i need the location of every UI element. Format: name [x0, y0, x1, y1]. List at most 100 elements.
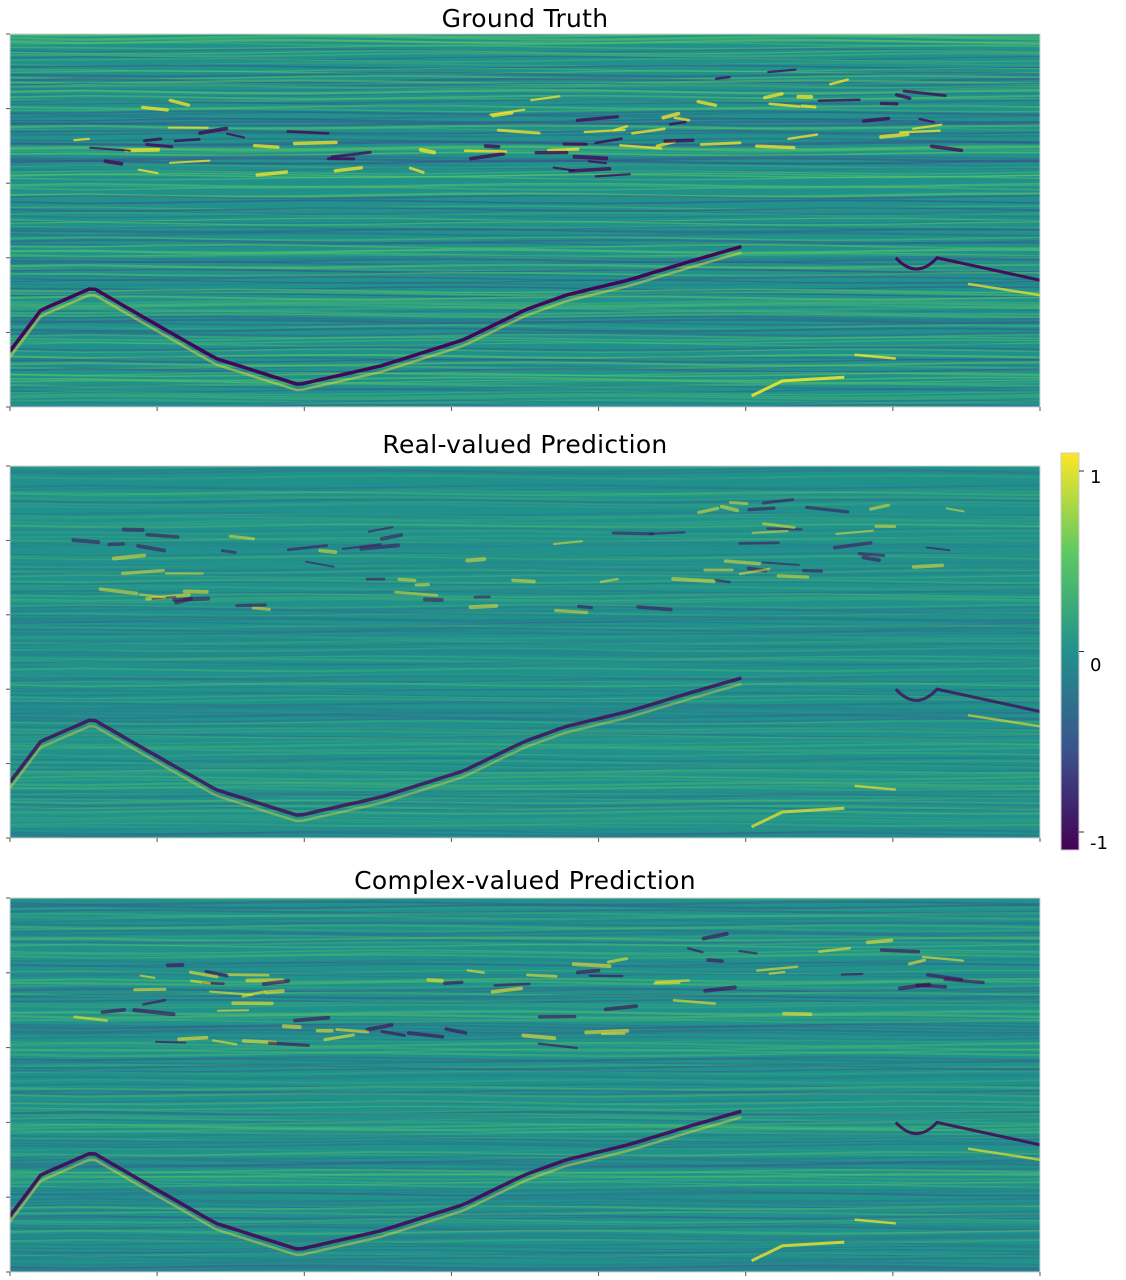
reflector-stripe	[10, 939, 1040, 944]
right-horizon	[894, 256, 1040, 282]
chaotic-event	[182, 589, 209, 594]
chaotic-event	[530, 95, 561, 102]
reflector-stripe	[10, 1197, 1040, 1203]
chaotic-event	[443, 980, 464, 985]
reflector-stripe	[10, 1090, 1040, 1097]
reflector-stripe	[10, 126, 1040, 132]
chaotic-event	[672, 998, 717, 1005]
reflector-stripe	[10, 535, 1040, 540]
main-horizon-trough	[10, 676, 742, 817]
chaotic-event	[397, 577, 417, 583]
chaotic-event	[261, 979, 291, 986]
chaotic-event	[738, 567, 771, 576]
reflector-stripe	[10, 932, 1040, 938]
reflector-stripe	[10, 379, 1040, 385]
chaotic-event	[894, 93, 912, 101]
reflector-stripe	[10, 819, 1040, 824]
chaotic-event	[568, 167, 612, 173]
reflector-stripe	[10, 995, 1040, 1001]
chaotic-event	[747, 506, 776, 512]
chaotic-event	[124, 147, 161, 153]
reflector-stripe	[10, 635, 1040, 640]
chaotic-event	[286, 544, 329, 552]
chaotic-event	[714, 75, 731, 80]
reflector-stripe	[10, 1225, 1040, 1231]
reflector-stripe	[10, 589, 1040, 595]
reflector-stripe	[10, 50, 1040, 55]
colorbar-tick-label-max: 1	[1090, 467, 1102, 488]
reflector-stripe	[10, 966, 1040, 972]
panel-title-real-valued: Real-valued Prediction	[382, 430, 668, 459]
reflector-stripe	[10, 474, 1040, 480]
chaotic-event	[766, 527, 803, 531]
reflector-stripe	[10, 64, 1040, 70]
reflector-stripe	[10, 343, 1040, 349]
chaotic-event	[898, 129, 941, 134]
reflector-stripe	[10, 1158, 1040, 1163]
chaotic-event	[738, 541, 780, 545]
right-horizon-peak	[967, 713, 1040, 728]
chaotic-event	[869, 503, 891, 511]
reflector-stripe	[10, 382, 1040, 388]
reflector-stripe	[10, 503, 1040, 509]
chaotic-event	[761, 498, 795, 505]
reflector-stripe	[10, 674, 1040, 681]
reflector-stripe	[10, 771, 1040, 777]
reflector-stripe	[10, 1068, 1040, 1073]
chaotic-event	[103, 159, 124, 166]
reflector-stripe	[10, 148, 1040, 154]
reflector-stripe	[10, 1074, 1040, 1080]
reflector-stripe	[10, 1160, 1040, 1166]
reflector-stripe	[10, 399, 1040, 404]
chaotic-event	[418, 147, 437, 155]
chaotic-event	[861, 116, 891, 123]
reflector-stripe	[10, 799, 1040, 805]
reflector-stripe	[10, 141, 1040, 147]
reflector-stripe	[10, 97, 1040, 103]
chaotic-event	[491, 111, 514, 118]
reflector-stripe	[10, 1099, 1040, 1104]
chaotic-event	[220, 549, 237, 554]
chaotic-event	[226, 973, 270, 977]
chaotic-event	[636, 605, 673, 612]
reflector-stripe	[10, 1236, 1040, 1242]
chaotic-event	[107, 542, 126, 547]
reflector-stripe	[10, 657, 1040, 664]
reflector-stripe	[10, 705, 1040, 711]
chaotic-event	[394, 590, 439, 597]
reflector-stripe	[10, 627, 1040, 633]
chaotic-event	[228, 534, 255, 541]
reflector-stripe	[10, 489, 1040, 496]
reflector-stripe	[10, 797, 1040, 803]
chaotic-event	[762, 522, 796, 529]
chaotic-event	[304, 560, 335, 568]
reflector-stripe	[10, 702, 1040, 708]
reflector-stripe	[10, 87, 1040, 92]
reflector-stripe	[10, 963, 1040, 968]
chaotic-event	[111, 553, 147, 561]
reflector-stripe	[10, 1082, 1040, 1087]
chaotic-event	[782, 1011, 813, 1017]
reflector-stripe	[10, 581, 1040, 586]
chaotic-event	[292, 140, 338, 146]
reflector-stripe	[10, 234, 1040, 240]
right-horizon	[894, 1120, 1040, 1147]
reflector-stripe	[10, 566, 1040, 572]
reflector-stripe	[10, 379, 1040, 384]
seismic-panel-2	[10, 898, 1040, 1272]
reflector-stripe	[10, 132, 1040, 138]
reflector-stripe	[10, 313, 1040, 318]
reflector-stripe	[10, 806, 1040, 811]
chaotic-event	[575, 968, 601, 975]
reflector-stripe	[10, 77, 1040, 84]
reflector-stripe	[10, 154, 1040, 161]
reflector-stripe	[10, 710, 1040, 716]
reflector-stripe	[10, 1056, 1040, 1062]
reflector-stripe	[10, 372, 1040, 378]
reflector-stripe	[10, 953, 1040, 959]
reflector-stripe	[10, 248, 1040, 254]
chaotic-event	[145, 143, 174, 149]
chaotic-event	[671, 576, 716, 584]
reflector-stripe	[10, 988, 1040, 994]
chaotic-event	[168, 98, 191, 107]
